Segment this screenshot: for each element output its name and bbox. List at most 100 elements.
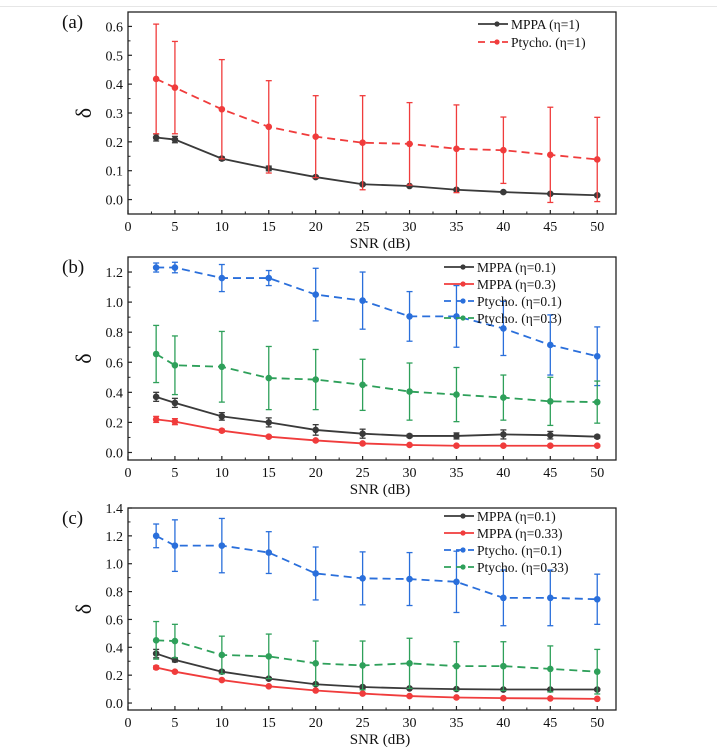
x-tick-label: 5: [171, 716, 178, 731]
data-point: [359, 139, 366, 147]
data-point: [359, 662, 366, 669]
legend: MPPA (η=1) Ptycho. (η=1): [478, 17, 586, 50]
x-tick-label: 0: [125, 716, 132, 731]
y-tick-label: 0.2: [106, 136, 124, 151]
data-point: [500, 146, 507, 154]
data-point: [500, 394, 507, 401]
data-point: [500, 188, 507, 196]
y-tick-label: 1.4: [106, 502, 124, 517]
y-tick-label: 0.0: [106, 194, 124, 209]
data-point: [171, 637, 179, 645]
data-point: [359, 297, 366, 304]
data-point: [406, 692, 413, 700]
data-point: [312, 437, 319, 444]
data-point: [406, 660, 413, 667]
legend-marker: [460, 530, 466, 536]
data-point: [359, 575, 366, 582]
legend-marker: [460, 547, 466, 553]
series-3: [152, 620, 601, 695]
data-point: [218, 105, 226, 113]
data-point: [547, 398, 554, 405]
data-point: [312, 426, 319, 434]
data-point: [171, 399, 179, 407]
x-tick-label: 50: [590, 466, 604, 481]
x-tick-label: 30: [403, 466, 417, 481]
legend: MPPA (η=0.1) MPPA (η=0.3) Ptycho. (η=0.1) P…: [444, 260, 562, 326]
y-tick-label: 1.2: [106, 266, 124, 281]
panel-label: (b): [62, 257, 84, 278]
data-point: [500, 431, 507, 438]
y-tick-label: 0.4: [106, 641, 124, 656]
series-2: [152, 261, 601, 387]
data-point: [359, 430, 366, 437]
legend-entry: Ptycho. (η=0.1): [477, 294, 562, 309]
x-axis-title: SNR (dB): [350, 482, 410, 498]
data-point: [453, 694, 460, 701]
data-point: [359, 690, 366, 697]
data-point: [218, 427, 226, 434]
y-tick-label: 0.6: [106, 613, 124, 628]
x-tick-label: 25: [356, 466, 370, 481]
data-point: [171, 361, 179, 369]
data-point: [152, 75, 160, 83]
x-tick-label: 35: [449, 466, 463, 481]
series-1: [152, 664, 601, 703]
series-1: [152, 415, 601, 450]
legend-entry: MPPA (η=1): [511, 17, 580, 32]
data-point: [406, 575, 413, 583]
data-point: [312, 133, 319, 140]
panel-label: (a): [62, 12, 83, 33]
data-point: [593, 595, 601, 603]
data-point: [152, 664, 160, 671]
legend-marker: [460, 315, 466, 321]
x-axis-title: SNR (dB): [350, 732, 410, 748]
x-tick-label: 20: [309, 716, 323, 731]
data-point: [218, 274, 226, 282]
data-point: [265, 683, 273, 690]
y-tick-label: 0.6: [106, 356, 124, 371]
x-tick-label: 10: [215, 466, 229, 481]
legend-entry: Ptycho. (η=1): [511, 35, 586, 50]
data-point: [312, 376, 319, 383]
data-point: [152, 134, 160, 141]
data-point: [312, 570, 319, 577]
y-tick-label: 1.2: [106, 530, 124, 545]
legend-marker: [460, 298, 466, 304]
y-tick-label: 0.8: [106, 586, 124, 601]
data-point: [152, 637, 160, 644]
data-point: [359, 440, 366, 447]
y-tick-label: 0.0: [106, 697, 124, 712]
data-point: [265, 274, 273, 282]
x-tick-label: 15: [262, 716, 276, 731]
data-point: [547, 695, 554, 702]
data-point: [453, 432, 460, 440]
y-tick-label: 0.3: [106, 107, 124, 122]
data-point: [171, 84, 179, 91]
y-tick-label: 0.4: [106, 386, 124, 401]
y-tick-label: 0.0: [106, 446, 124, 461]
x-tick-label: 15: [262, 466, 276, 481]
series-3: [152, 324, 601, 427]
legend: MPPA (η=0.1) MPPA (η=0.33) Ptycho. (η=0.1)…: [444, 509, 569, 575]
y-tick-label: 0.5: [106, 49, 124, 64]
data-point: [152, 350, 160, 358]
data-point: [218, 542, 226, 549]
legend-entry: Ptycho. (η=0.1): [477, 543, 562, 558]
data-point: [406, 140, 413, 148]
x-tick-label: 0: [125, 220, 132, 235]
y-tick-label: 0.2: [106, 416, 124, 431]
y-tick-label: 0.2: [106, 669, 124, 684]
data-point: [265, 433, 273, 440]
y-tick-label: 0.6: [106, 20, 124, 35]
legend-entry: Ptycho. (η=0.3): [477, 311, 562, 326]
x-tick-label: 30: [403, 716, 417, 731]
legend-entry: MPPA (η=0.3): [477, 277, 556, 292]
data-point: [547, 341, 554, 349]
data-point: [453, 578, 460, 586]
data-point: [406, 313, 413, 320]
data-point: [312, 687, 319, 694]
data-point: [218, 651, 226, 659]
x-tick-label: 45: [543, 466, 557, 481]
data-point: [593, 398, 601, 406]
